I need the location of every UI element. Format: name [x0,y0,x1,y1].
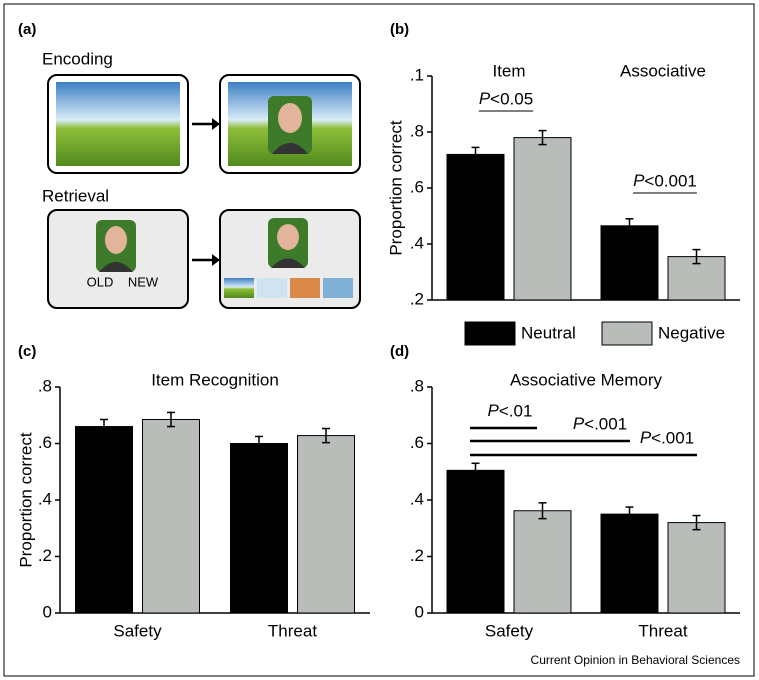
panel-label: (b) [390,21,409,38]
bar [667,522,726,614]
annotation: P<.001 [573,414,627,433]
y-tick-label: .8 [410,121,424,140]
y-tick-label: .6 [410,177,424,196]
y-tick-label: .4 [410,489,424,508]
panel-label: (d) [390,343,409,360]
legend-swatch [601,321,653,346]
category-label: Safety [485,621,534,640]
source: Current Opinion in Behavioral Sciences [531,653,740,667]
bar [142,418,200,614]
bar [446,153,505,301]
bar [667,256,726,301]
bar [297,435,355,614]
annotation: P<0.001 [633,171,697,190]
legend-label: Negative [658,323,725,342]
frame [3,3,755,677]
panel-label: (a) [18,21,36,38]
bar [446,469,505,614]
category-label: Associative [620,61,706,80]
encoding-scene [47,74,361,174]
y-tick-label: .4 [410,233,424,252]
option-label: NEW [128,274,159,289]
y-tick-label: .8 [410,376,424,395]
encoding-label: Encoding [42,49,113,68]
annotation: P<0.05 [479,89,533,108]
retrieval-label: Retrieval [42,186,109,205]
y-tick-label: .2 [38,546,52,565]
y-tick-label: .6 [38,433,52,452]
annotation: P<.001 [640,428,694,447]
y-tick-label: .2 [410,289,424,308]
y-tick-label: .1 [410,65,424,84]
bar [513,510,572,614]
category-label: Threat [268,621,317,640]
annotation: P<.01 [488,401,533,420]
y-tick-label: .6 [410,433,424,452]
y-axis-label: Proportion correct [386,120,405,255]
bar [230,443,288,614]
chart-title: Associative Memory [510,370,663,389]
category-label: Item [492,61,525,80]
retrieval-scene [47,209,361,309]
y-tick-label: 0 [43,602,52,621]
bar [600,513,659,614]
y-tick-label: .8 [38,376,52,395]
chart-title: Item Recognition [151,370,279,389]
bar [75,426,133,614]
panel-label: (c) [18,343,36,360]
category-label: Threat [638,621,687,640]
y-tick-label: .4 [38,489,52,508]
y-tick-label: .2 [410,546,424,565]
category-label: Safety [113,621,162,640]
legend-swatch [464,321,516,346]
bar [600,225,659,301]
legend-label: Neutral [521,323,576,342]
option-label: OLD [87,274,114,289]
y-axis-label: Proportion correct [16,432,35,567]
bar [513,137,572,301]
y-tick-label: 0 [415,602,424,621]
